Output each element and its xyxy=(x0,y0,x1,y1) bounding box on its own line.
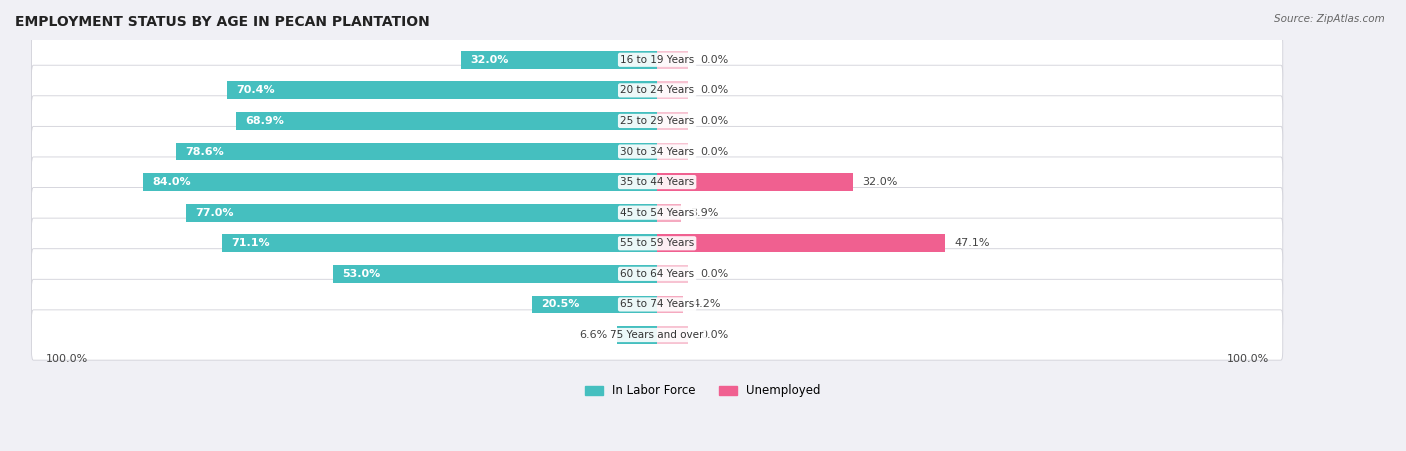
Bar xyxy=(657,326,688,344)
Text: 32.0%: 32.0% xyxy=(862,177,897,187)
FancyBboxPatch shape xyxy=(31,279,1282,330)
FancyBboxPatch shape xyxy=(31,96,1282,146)
Bar xyxy=(657,173,853,191)
Bar xyxy=(657,82,688,99)
Text: 75 Years and over: 75 Years and over xyxy=(610,330,704,340)
Bar xyxy=(657,112,688,130)
FancyBboxPatch shape xyxy=(31,126,1282,177)
Bar xyxy=(222,235,657,252)
Bar xyxy=(657,143,688,161)
Bar xyxy=(657,235,945,252)
Bar xyxy=(531,295,657,313)
Text: 55 to 59 Years: 55 to 59 Years xyxy=(620,238,695,248)
Text: 30 to 34 Years: 30 to 34 Years xyxy=(620,147,695,156)
Text: 65 to 74 Years: 65 to 74 Years xyxy=(620,299,695,309)
Bar xyxy=(333,265,657,283)
Bar xyxy=(657,235,945,252)
Text: 25 to 29 Years: 25 to 29 Years xyxy=(620,116,695,126)
Bar xyxy=(461,51,657,69)
Text: EMPLOYMENT STATUS BY AGE IN PECAN PLANTATION: EMPLOYMENT STATUS BY AGE IN PECAN PLANTA… xyxy=(15,15,430,29)
FancyBboxPatch shape xyxy=(31,249,1282,299)
FancyBboxPatch shape xyxy=(31,188,1282,238)
Text: Source: ZipAtlas.com: Source: ZipAtlas.com xyxy=(1274,14,1385,23)
Text: 0.0%: 0.0% xyxy=(700,55,728,65)
Text: 0.0%: 0.0% xyxy=(700,85,728,95)
Text: 77.0%: 77.0% xyxy=(195,207,233,218)
Bar xyxy=(657,265,688,283)
Bar xyxy=(617,326,657,344)
FancyBboxPatch shape xyxy=(31,218,1282,268)
Text: 20 to 24 Years: 20 to 24 Years xyxy=(620,85,695,95)
FancyBboxPatch shape xyxy=(31,65,1282,115)
Text: 16 to 19 Years: 16 to 19 Years xyxy=(620,55,695,65)
Bar xyxy=(657,204,681,221)
FancyBboxPatch shape xyxy=(31,310,1282,360)
Text: 0.0%: 0.0% xyxy=(700,330,728,340)
Text: 32.0%: 32.0% xyxy=(471,55,509,65)
Text: 0.0%: 0.0% xyxy=(700,147,728,156)
Text: 4.2%: 4.2% xyxy=(692,299,720,309)
Text: 100.0%: 100.0% xyxy=(1226,354,1268,364)
Bar xyxy=(176,143,657,161)
Text: 3.9%: 3.9% xyxy=(690,207,718,218)
Text: 20.5%: 20.5% xyxy=(541,299,579,309)
Text: 0.0%: 0.0% xyxy=(700,269,728,279)
Text: 84.0%: 84.0% xyxy=(153,177,191,187)
Bar xyxy=(143,173,657,191)
Text: 47.1%: 47.1% xyxy=(955,238,990,248)
Text: 6.6%: 6.6% xyxy=(579,330,607,340)
Text: 71.1%: 71.1% xyxy=(232,238,270,248)
FancyBboxPatch shape xyxy=(31,35,1282,85)
Text: 100.0%: 100.0% xyxy=(45,354,87,364)
Text: 45 to 54 Years: 45 to 54 Years xyxy=(620,207,695,218)
Bar xyxy=(657,295,683,313)
Text: 78.6%: 78.6% xyxy=(186,147,225,156)
Bar xyxy=(657,51,688,69)
Text: 68.9%: 68.9% xyxy=(245,116,284,126)
Text: 53.0%: 53.0% xyxy=(342,269,381,279)
Bar xyxy=(226,82,657,99)
FancyBboxPatch shape xyxy=(31,157,1282,207)
Text: 60 to 64 Years: 60 to 64 Years xyxy=(620,269,695,279)
Bar xyxy=(657,173,853,191)
Text: 70.4%: 70.4% xyxy=(236,85,274,95)
Text: 35 to 44 Years: 35 to 44 Years xyxy=(620,177,695,187)
Bar xyxy=(236,112,657,130)
Legend: In Labor Force, Unemployed: In Labor Force, Unemployed xyxy=(581,380,825,402)
Bar xyxy=(186,204,657,221)
Text: 0.0%: 0.0% xyxy=(700,116,728,126)
